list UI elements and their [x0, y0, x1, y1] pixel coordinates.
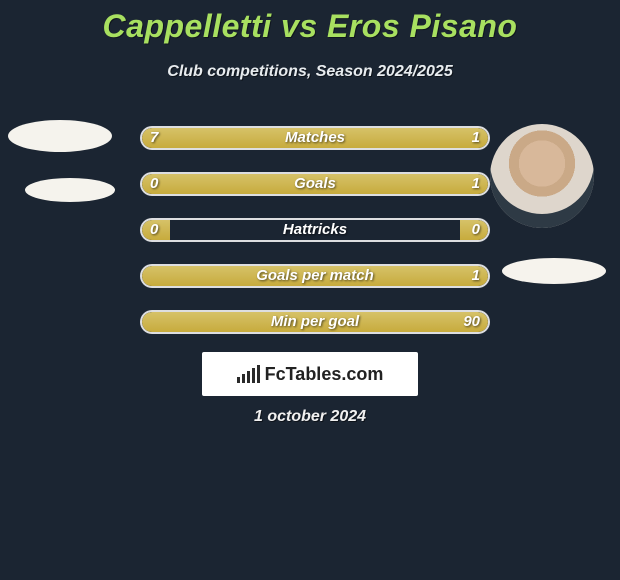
bar-fill-right [163, 312, 488, 332]
bar-value-right: 0 [464, 220, 488, 240]
bar-fill-left [142, 128, 408, 148]
bar-value-right: 1 [464, 174, 488, 194]
right-avatar [490, 124, 594, 228]
bar-label: Hattricks [142, 220, 488, 240]
bar-chart-icon [237, 365, 259, 383]
bar-row-goals: 0 1 Goals [140, 172, 490, 196]
page-subtitle: Club competitions, Season 2024/2025 [0, 63, 620, 81]
left-name-placeholder [25, 178, 115, 202]
bar-value-left: 0 [142, 220, 166, 240]
right-name-placeholder [502, 258, 606, 284]
bar-fill-right [163, 266, 488, 286]
bar-fill-right [170, 174, 488, 194]
bar-row-min-per-goal: 90 Min per goal [140, 310, 490, 334]
bar-row-goals-per-match: 1 Goals per match [140, 264, 490, 288]
bar-value-right: 1 [464, 266, 488, 286]
left-avatar-placeholder [8, 120, 112, 152]
bar-value-right: 1 [464, 128, 488, 148]
bar-value-left [142, 266, 158, 286]
footer-logo: FcTables.com [202, 352, 418, 396]
bar-value-left [142, 312, 158, 332]
bar-row-hattricks: 0 0 Hattricks [140, 218, 490, 242]
bar-value-right: 90 [455, 312, 488, 332]
page-title: Cappelletti vs Eros Pisano [0, 0, 620, 45]
bar-value-left: 0 [142, 174, 166, 194]
bar-row-matches: 7 1 Matches [140, 126, 490, 150]
comparison-bars: 7 1 Matches 0 1 Goals 0 0 Hattricks 1 Go… [140, 126, 490, 356]
footer-date: 1 october 2024 [0, 408, 620, 426]
footer-brand-text: FcTables.com [265, 364, 384, 385]
bar-value-left: 7 [142, 128, 166, 148]
